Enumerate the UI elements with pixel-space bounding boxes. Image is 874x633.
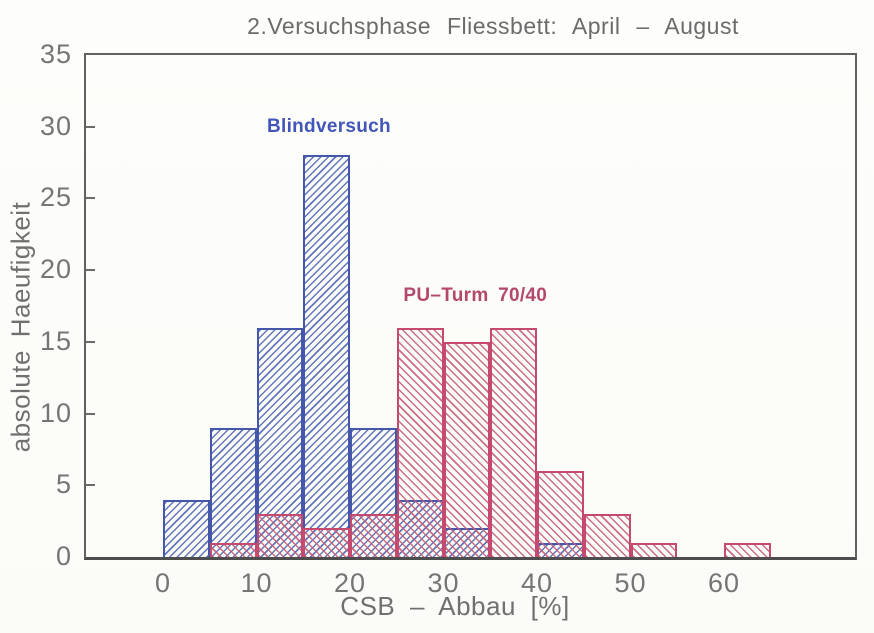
histogram-bar-pu-turm-10-15 (256, 513, 304, 557)
y-tick-label-35: 35 (39, 38, 72, 69)
y-tick-label-10: 10 (39, 397, 72, 428)
x-tick-label-60: 60 (707, 568, 741, 598)
x-tick-label-30: 30 (427, 568, 460, 598)
histogram-bar-pu-turm-30-35 (443, 341, 491, 557)
histogram-bar-pu-turm-20-25 (350, 513, 397, 557)
x-tick-label-10: 10 (240, 568, 273, 598)
y-tick-mark-20 (86, 269, 95, 272)
histogram-bar-pu-turm-25-30 (396, 327, 444, 557)
y-tick-label-15: 15 (39, 325, 72, 356)
histogram-bar-pu-turm-45-50 (583, 513, 631, 557)
histogram-bar-pu-turm-40-45 (537, 470, 584, 557)
series-label-pu-turm: PU–Turm 70/40 (403, 284, 548, 306)
histogram-bar-blindversuch-15-20 (303, 155, 350, 557)
y-tick-mark-10 (86, 412, 95, 415)
histogram-bar-pu-turm-5-10 (209, 542, 257, 557)
y-tick-mark-15 (86, 340, 95, 343)
y-tick-mark-5 (86, 484, 95, 487)
y-tick-label-0: 0 (55, 540, 72, 571)
y-tick-label-30: 30 (39, 110, 72, 141)
x-tick-label-20: 20 (333, 568, 367, 598)
histogram-bar-pu-turm-15-20 (303, 528, 350, 557)
histogram-bar-pu-turm-35-40 (490, 327, 537, 557)
x-tick-label-40: 40 (520, 568, 554, 598)
y-tick-label-5: 5 (55, 469, 72, 500)
y-tick-mark-25 (86, 197, 95, 200)
plot-area (86, 55, 855, 557)
x-axis-label: CSB – Abbau [%] (340, 591, 570, 621)
x-tick-label-0: 0 (154, 568, 172, 598)
histogram-bar-pu-turm-60-65 (724, 542, 771, 557)
x-tick-label-50: 50 (614, 568, 647, 598)
histogram-bar-pu-turm-50-55 (630, 542, 678, 557)
y-tick-mark-30 (86, 125, 95, 128)
y-tick-label-20: 20 (39, 254, 72, 285)
histogram-bar-blindversuch-0-5 (163, 499, 210, 557)
series-label-blindversuch: Blindversuch (266, 115, 391, 137)
y-tick-label-25: 25 (39, 182, 72, 213)
chart-title: 2.Versuchsphase Fliessbett: April – Augu… (247, 13, 739, 39)
histogram-bar-blindversuch-5-10 (209, 427, 257, 557)
